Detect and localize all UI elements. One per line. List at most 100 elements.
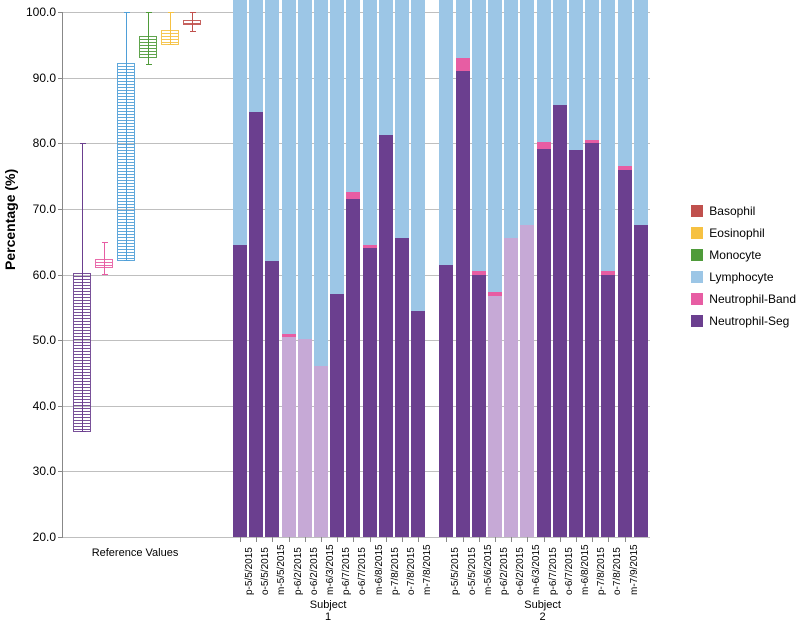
bar-segment-Lymph [569, 0, 583, 150]
bar [379, 12, 393, 537]
bar-segment-NSeg [282, 337, 296, 537]
bar-segment-Lymph [363, 0, 377, 245]
bar-segment-Lymph [553, 0, 567, 105]
bar-segment-NSeg [553, 105, 567, 537]
bar-segment-Lymph [411, 0, 425, 311]
bar [282, 12, 296, 537]
bar-segment-NSeg [298, 339, 312, 537]
bar [395, 12, 409, 537]
bar-segment-Lymph [314, 0, 328, 366]
bar [411, 12, 425, 537]
legend: Basophil Eosinophil Monocyte Lymphocyte Neut… [691, 200, 796, 332]
legend-label: Monocyte [709, 248, 761, 262]
legend-label: Lymphocyte [709, 270, 773, 284]
bar-segment-NBand [456, 58, 470, 71]
bar-segment-NSeg [363, 248, 377, 537]
bar [233, 12, 247, 537]
bar-segment-NSeg [634, 225, 648, 537]
bar [439, 12, 453, 537]
bar-segment-NSeg [379, 135, 393, 537]
reference-box-Lymphocyte [117, 12, 135, 537]
bar-segment-Lymph [395, 0, 409, 238]
reference-box-Basophil [183, 12, 201, 537]
legend-swatch [691, 205, 703, 217]
bar [585, 12, 599, 537]
legend-swatch [691, 315, 703, 327]
bar-segment-NBand [363, 245, 377, 248]
legend-swatch [691, 227, 703, 239]
bar [363, 12, 377, 537]
bar [472, 12, 486, 537]
bar [456, 12, 470, 537]
legend-item-Eosinophil: Eosinophil [691, 222, 796, 244]
plot-area [62, 12, 650, 538]
x-tick-label: m-6/3/2015 [531, 544, 542, 595]
bar-segment-NSeg [265, 261, 279, 537]
x-tick-label: o-7/8/2015 [612, 547, 623, 595]
bar-segment-Lymph [634, 0, 648, 225]
bar-segment-NSeg [569, 150, 583, 537]
reference-box-Eosinophil [161, 12, 179, 537]
bar-segment-NBand [537, 142, 551, 149]
y-axis-title: Percentage (%) [2, 169, 18, 270]
legend-swatch [691, 271, 703, 283]
bar [504, 12, 518, 537]
x-tick-label: o-6/2/2015 [309, 547, 320, 595]
x-tick-label: o-5/5/2015 [260, 547, 271, 595]
bar-segment-Lymph [346, 0, 360, 192]
bar-segment-Lymph [520, 0, 534, 225]
legend-label: Eosinophil [709, 226, 764, 240]
x-tick-label: o-6/7/2015 [564, 547, 575, 595]
bar [265, 12, 279, 537]
bar [553, 12, 567, 537]
bar-segment-NSeg [346, 199, 360, 537]
bar-segment-Lymph [379, 0, 393, 135]
bar-segment-NSeg [601, 275, 615, 538]
reference-box-Monocyte [139, 12, 157, 537]
x-tick-label: o-6/7/2015 [357, 547, 368, 595]
bar-segment-Lymph [456, 0, 470, 58]
bar-segment-Lymph [472, 0, 486, 271]
bar-segment-Lymph [601, 0, 615, 271]
bar-segment-NSeg [314, 366, 328, 537]
bar [601, 12, 615, 537]
bar-segment-NSeg [456, 71, 470, 537]
bar-segment-Lymph [504, 0, 518, 238]
y-tick-label: 70.0 [20, 202, 56, 216]
legend-item-Neutrophil-Band: Neutrophil-Band [691, 288, 796, 310]
bar [249, 12, 263, 537]
bar-segment-NBand [585, 140, 599, 143]
legend-item-Lymphocyte: Lymphocyte [691, 266, 796, 288]
bar-segment-NSeg [439, 265, 453, 537]
bar-segment-NBand [472, 271, 486, 274]
bar-segment-Lymph [439, 0, 453, 265]
bar-segment-Lymph [537, 0, 551, 142]
bar-segment-NBand [618, 166, 632, 169]
y-tick-label: 40.0 [20, 399, 56, 413]
bar-segment-NBand [601, 271, 615, 274]
x-tick-label: m-6/8/2015 [580, 544, 591, 595]
x-tick-label: m-6/3/2015 [325, 544, 336, 595]
bar-segment-NBand [282, 334, 296, 337]
bar-segment-Lymph [265, 0, 279, 261]
bar [298, 12, 312, 537]
y-tick-label: 100.0 [20, 5, 56, 19]
bar-segment-NSeg [330, 294, 344, 537]
bar-segment-NSeg [472, 275, 486, 538]
x-tick-label: p-6/7/2015 [548, 547, 559, 595]
bar-segment-NSeg [504, 238, 518, 537]
legend-item-Basophil: Basophil [691, 200, 796, 222]
legend-item-Monocyte: Monocyte [691, 244, 796, 266]
bar-segment-NSeg [618, 170, 632, 538]
x-tick-label: p-7/8/2015 [390, 547, 401, 595]
group-label: Subject1 [232, 599, 424, 623]
y-tick-label: 90.0 [20, 71, 56, 85]
group-label: Subject2 [438, 599, 646, 623]
x-tick-label: m-6/8/2015 [374, 544, 385, 595]
x-tick-label: m-7/8/2015 [422, 544, 433, 595]
bar [488, 12, 502, 537]
bar [537, 12, 551, 537]
legend-swatch [691, 293, 703, 305]
y-tick-label: 80.0 [20, 136, 56, 150]
x-tick-label: o-5/5/2015 [467, 547, 478, 595]
